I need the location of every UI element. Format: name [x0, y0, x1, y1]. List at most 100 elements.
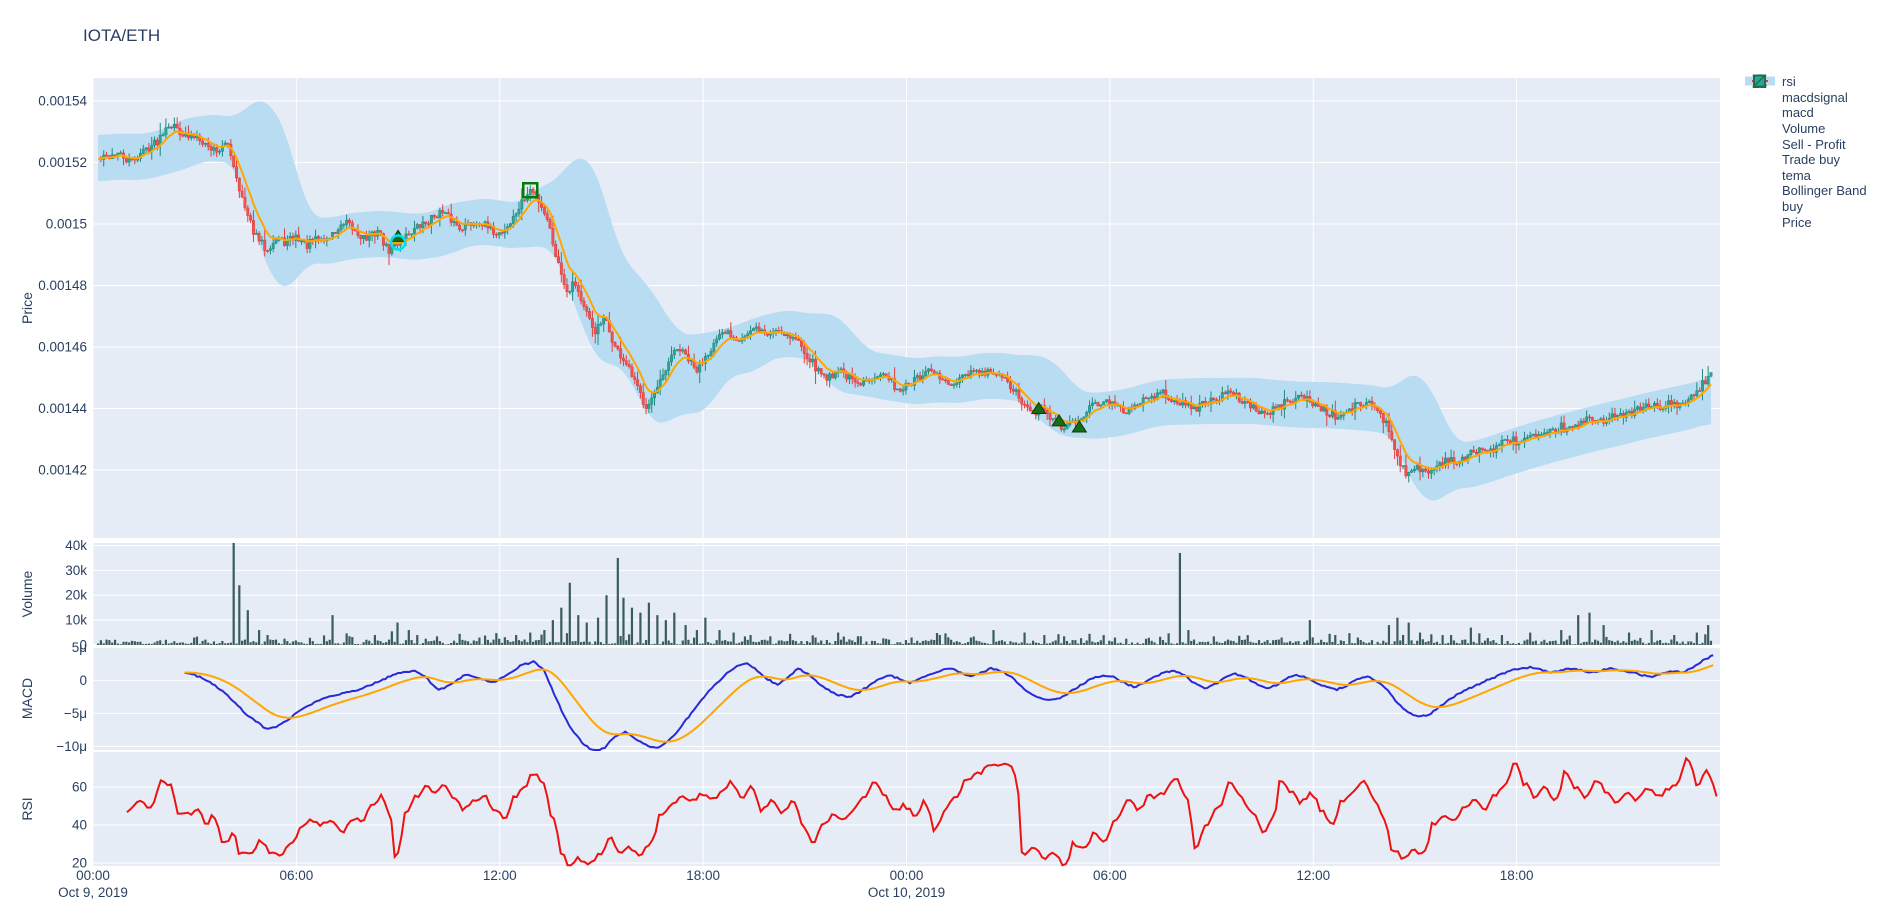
volume-bar [1325, 642, 1328, 645]
volume-bar [1274, 639, 1278, 645]
volume-bar [704, 617, 707, 645]
candle-body [729, 330, 733, 338]
volume-bar [1305, 640, 1309, 645]
volume-bar [1698, 643, 1701, 645]
legend-item-bollinger-band[interactable]: Bollinger Band [1742, 76, 1890, 199]
volume-bar [252, 641, 255, 645]
legend-item-sell-profit[interactable]: Sell - Profit [1742, 74, 1890, 152]
candle-body [610, 331, 614, 343]
buy-marker[interactable] [1030, 401, 1047, 415]
volume-bar [1449, 635, 1453, 645]
candle-body [811, 359, 815, 363]
volume-bar [1017, 643, 1021, 645]
volume-bar [263, 641, 266, 645]
volume-bar [707, 642, 710, 645]
legend-item-buy[interactable]: buy [1742, 75, 1890, 215]
candle-body [218, 151, 221, 153]
volume-bar [1130, 642, 1134, 645]
volume-bar [1266, 640, 1269, 645]
candle-body [1393, 439, 1397, 450]
volume-bar [1263, 641, 1266, 645]
candle-body [1647, 403, 1651, 408]
volume-bar [599, 642, 602, 645]
line-icon [1742, 79, 1778, 120]
volume-bar [475, 641, 478, 645]
volume-bar [212, 641, 215, 645]
volume-bar [1006, 644, 1009, 645]
volume-bar [588, 641, 591, 645]
legend-item-trade-buy[interactable]: Trade buy [1742, 74, 1890, 168]
candle-body [1387, 420, 1391, 432]
volume-bar [1582, 641, 1585, 645]
band-icon [1742, 76, 1778, 198]
volume-bar [1673, 635, 1676, 645]
volume-bar [1142, 643, 1145, 645]
volume-bar [108, 640, 111, 645]
volume-bar [1534, 640, 1537, 645]
volume-bar [486, 639, 489, 645]
volume-bar [370, 643, 374, 645]
volume-bar [585, 622, 588, 645]
volume-bar [176, 643, 179, 645]
volume-bar [899, 642, 902, 645]
candle-body [1158, 392, 1162, 394]
candle-body [367, 235, 371, 241]
volume-bar [766, 640, 769, 645]
legend-item-macd[interactable]: macd [1742, 79, 1890, 121]
candle-body [1429, 470, 1433, 474]
volume-bar [418, 644, 422, 645]
candle-body [1102, 401, 1106, 405]
trade-buy-marker[interactable] [389, 234, 407, 251]
volume-bar [1503, 643, 1506, 645]
buy-marker[interactable] [1051, 413, 1067, 427]
buy-marker[interactable] [1071, 420, 1088, 433]
volume-bar [1257, 640, 1261, 645]
candle-body [915, 375, 919, 378]
candle-body [1446, 457, 1450, 463]
candle-body [452, 221, 456, 223]
volume-bar [797, 643, 800, 645]
volume-bar [783, 641, 786, 645]
volume-bar [1546, 642, 1549, 645]
volume-bar [1215, 641, 1218, 645]
volume-bar [1040, 644, 1043, 645]
legend-item-tema[interactable]: tema [1742, 79, 1890, 184]
volume-bar [656, 615, 659, 645]
volume-bar [715, 640, 718, 645]
candle-body [1475, 452, 1478, 455]
candle-body [726, 330, 730, 334]
legend-item-volume[interactable]: Volume [1742, 75, 1890, 137]
candle-body [1548, 429, 1552, 433]
volume-bar [1082, 642, 1085, 645]
candle-body [825, 374, 829, 381]
sell-profit-marker[interactable] [522, 181, 539, 199]
candle-body [438, 210, 442, 218]
volume-bar [732, 632, 735, 645]
volume-bar [1283, 642, 1286, 645]
volume-bar [1704, 634, 1707, 645]
volume-bar [249, 642, 252, 645]
volume-bar [226, 643, 230, 645]
candle-body [653, 392, 656, 399]
candle-body [1195, 406, 1199, 412]
volume-bar [718, 630, 721, 645]
volume-bar [450, 643, 453, 645]
volume-bar [667, 640, 670, 645]
legend-label: Trade buy [1782, 152, 1841, 168]
price-axis-tick: 0.0015 [46, 217, 87, 232]
volume-bar [1079, 638, 1083, 645]
volume-bar [458, 633, 461, 645]
volume-bar [1520, 644, 1523, 645]
volume-bar [1596, 640, 1600, 645]
legend-item-macdsignal[interactable]: macdsignal [1742, 79, 1890, 106]
volume-bar [865, 641, 868, 645]
volume-bar [1181, 642, 1184, 645]
volume-bar [150, 643, 153, 645]
legend-item-price[interactable]: Price [1742, 74, 1890, 230]
volume-bar [738, 642, 741, 645]
volume-bar [167, 643, 170, 645]
candle-body [167, 126, 171, 129]
candle-body [1336, 417, 1340, 420]
candle-body [1610, 413, 1614, 419]
